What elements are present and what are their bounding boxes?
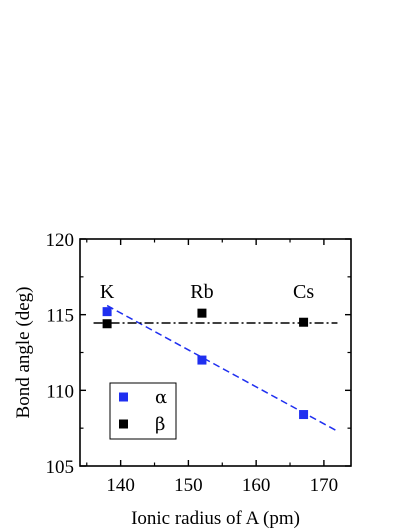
annotation-k: K — [100, 281, 115, 303]
x-tick-label: 160 — [242, 475, 271, 496]
y-axis-label: Bond angle (deg) — [13, 287, 34, 419]
legend-marker — [119, 419, 128, 429]
annotation-cs: Cs — [293, 281, 314, 303]
y-tick-label: 105 — [46, 457, 75, 478]
x-tick-label: 170 — [310, 475, 339, 496]
data-points — [102, 307, 309, 420]
data-point-alpha — [299, 410, 309, 420]
y-tick-label: 115 — [46, 306, 74, 327]
data-point-beta — [197, 308, 207, 318]
data-point-beta — [299, 317, 309, 327]
annotation-rb: Rb — [190, 281, 213, 303]
y-tick-label: 120 — [46, 230, 75, 251]
x-tick-label: 150 — [174, 475, 203, 496]
data-point-alpha — [197, 355, 207, 365]
x-tick-label: 140 — [106, 475, 135, 496]
legend: αβ — [109, 382, 177, 440]
element-annotations: K Rb Cs — [100, 281, 314, 303]
legend-label: β — [155, 414, 165, 435]
data-point-alpha — [102, 307, 112, 317]
y-tick-label: 110 — [46, 381, 74, 402]
y-axis-ticks: 105 110 115 120 — [46, 230, 351, 478]
x-axis-ticks: 140 150 160 170 — [86, 239, 339, 496]
legend-marker — [119, 392, 128, 402]
legend-box — [109, 382, 177, 440]
data-point-beta — [102, 319, 112, 329]
legend-label: α — [155, 387, 167, 408]
fit-lines — [93, 304, 338, 432]
x-axis-label: Ionic radius of A (pm) — [131, 508, 300, 529]
